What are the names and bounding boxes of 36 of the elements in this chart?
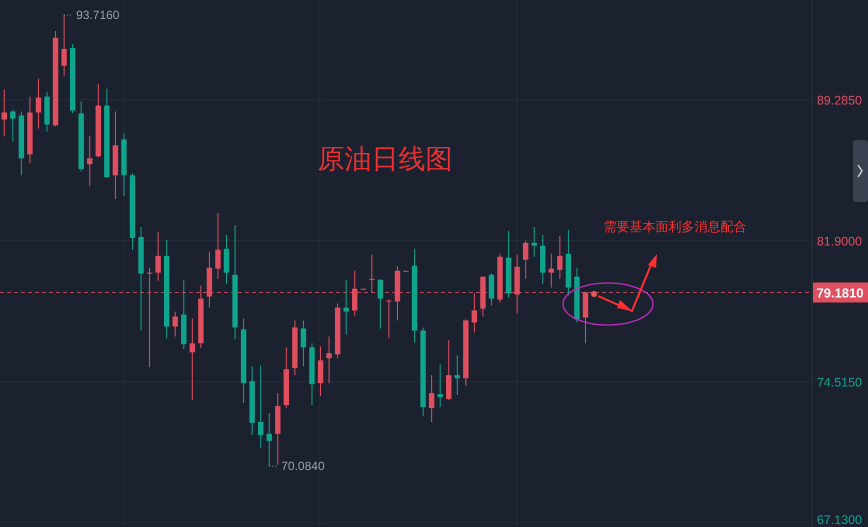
candlestick <box>10 109 16 142</box>
text: 原油日线图 <box>318 144 452 174</box>
candlestick <box>557 235 563 280</box>
ref-line-label: 79.1810 <box>816 286 864 301</box>
y-tick-label: 67.1300 <box>816 513 862 527</box>
candlestick <box>454 354 460 396</box>
candlestick <box>472 292 478 333</box>
candlestick <box>428 374 434 422</box>
candlestick <box>548 253 554 288</box>
candlestick <box>446 340 452 401</box>
candlestick <box>2 89 7 137</box>
candlestick <box>522 240 528 280</box>
candlestick <box>326 336 332 384</box>
y-tick-label: 81.9000 <box>816 234 862 249</box>
candlestick <box>488 273 494 306</box>
candlestick <box>190 318 196 401</box>
candlestick <box>343 279 349 335</box>
candlestick <box>386 299 392 339</box>
candlestick <box>155 231 161 282</box>
y-tick-label: 89.2850 <box>816 94 862 108</box>
annotation: 93.7160 <box>76 8 120 22</box>
candlestick <box>266 412 272 467</box>
candlestick <box>300 320 306 367</box>
candlestick <box>437 364 443 408</box>
candlestick <box>172 311 178 337</box>
candlestick <box>61 14 67 76</box>
annotation: 70.0840 <box>281 459 325 474</box>
candlestick <box>378 279 384 329</box>
candlestick <box>215 212 221 280</box>
candlestick <box>36 78 42 130</box>
candlestick <box>87 136 92 187</box>
y-tick-label: 74.5150 <box>816 376 862 390</box>
candlestick <box>224 234 230 284</box>
annotation: 需要基本面利多消息配合 <box>604 219 746 234</box>
candlestick <box>258 364 264 448</box>
candlestick <box>318 346 324 397</box>
